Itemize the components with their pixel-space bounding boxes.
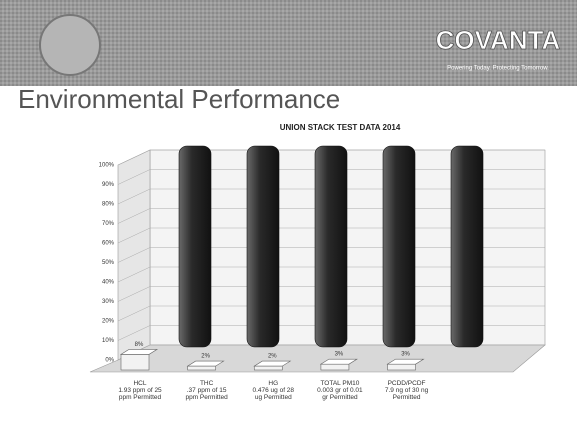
floor <box>89 344 546 373</box>
data-label: 8% <box>135 342 144 348</box>
y-tick-label: 30% <box>102 299 115 305</box>
grid-line-side <box>117 149 151 166</box>
y-tick-label: 90% <box>102 182 115 188</box>
tagline: Powering Today. Protecting Tomorrow. <box>447 66 549 72</box>
y-tick-label: 70% <box>102 221 115 227</box>
bar-front <box>187 365 216 371</box>
y-tick-label: 60% <box>102 241 115 247</box>
y-tick-label: 40% <box>102 280 115 286</box>
bar-front <box>387 363 416 371</box>
bar-back <box>178 145 212 348</box>
bar-front-top <box>319 358 358 365</box>
bar-front-top <box>186 360 225 367</box>
data-label: 2% <box>268 354 277 360</box>
x-tick-label: THC .37 ppm of 15 ppm Permitted <box>185 380 228 401</box>
y-tick-label: 0% <box>105 358 114 364</box>
chart-title: UNION STACK TEST DATA 2014 <box>280 123 401 132</box>
grid-line-side <box>117 169 151 185</box>
x-tick-label: TOTAL PM10 0.003 gr of 0.01 gr Permitted <box>317 380 363 401</box>
bar-back <box>314 145 348 348</box>
y-tick-label: 10% <box>102 338 115 344</box>
bar-front-top <box>386 358 425 365</box>
data-label: 3% <box>401 352 410 358</box>
data-label: 2% <box>201 354 210 360</box>
x-tick-label: HG 0.476 ug of 28 ug Permitted <box>252 380 295 401</box>
y-tick-label: 80% <box>102 202 115 208</box>
bar-front <box>120 354 150 371</box>
grid-line-side <box>117 305 151 322</box>
y-tick-label: 50% <box>102 260 115 266</box>
grid-line-side <box>117 286 151 302</box>
grid-line-side <box>117 266 151 283</box>
x-tick-label: PCDD/PCDF 7.9 ng of 30 ng Permitted <box>384 380 429 401</box>
bar-front-top <box>119 349 159 355</box>
y-tick-label: 100% <box>99 163 115 169</box>
y-tick-label: 20% <box>102 319 115 325</box>
grid-line-side <box>117 227 151 244</box>
bar-front <box>320 363 350 371</box>
bar-back <box>246 145 280 348</box>
grid-line-side <box>117 188 151 205</box>
slide-title: Environmental Performance <box>18 84 340 114</box>
grid-line-side <box>117 247 151 263</box>
x-tick-label: HCL 1.93 ppm of 25 ppm Permitted <box>118 380 162 401</box>
bar-back <box>382 145 416 348</box>
bar-front <box>253 365 283 371</box>
data-label: 3% <box>335 352 344 358</box>
logo: COVANTA <box>436 25 561 55</box>
bar-back <box>450 145 484 348</box>
seal <box>39 14 101 76</box>
grid-line-side <box>117 325 151 341</box>
grid-line-side <box>117 208 151 224</box>
bar-front-top <box>253 360 292 367</box>
